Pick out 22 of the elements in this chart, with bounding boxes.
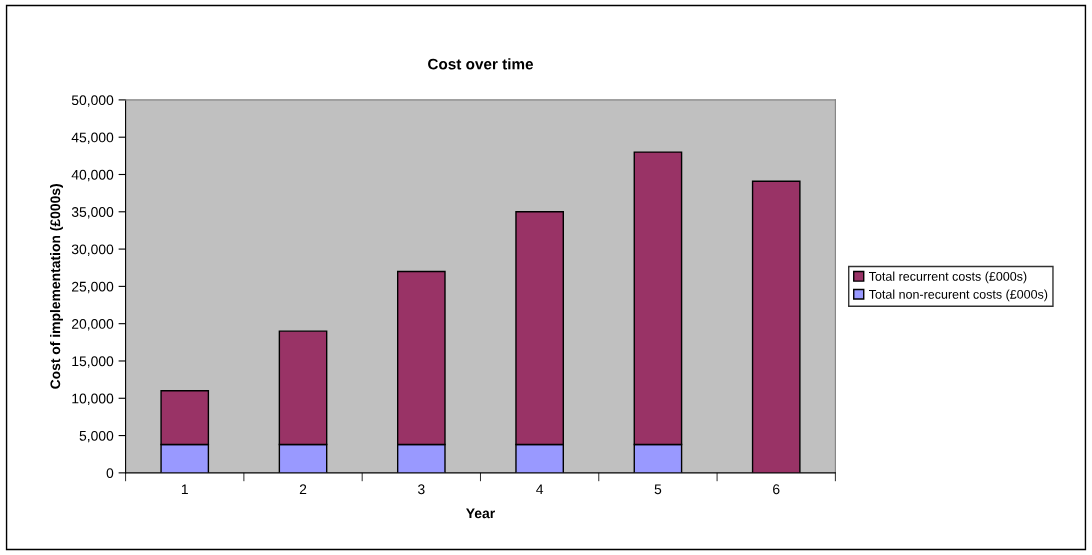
y-tick-label: 20,000 xyxy=(72,319,114,331)
y-tick-label: 45,000 xyxy=(71,132,114,145)
x-tick-label: 6 xyxy=(773,484,780,495)
x-tick-label: 3 xyxy=(418,484,425,495)
y-axis-title: Cost of implementation (£000s) xyxy=(50,184,63,389)
y-tick-label: 30,000 xyxy=(71,244,114,256)
x-axis-title: Year xyxy=(466,508,495,519)
y-tick-label: 40,000 xyxy=(71,169,114,182)
x-tick-label: 1 xyxy=(181,484,188,495)
legend-label: Total recurrent costs (£000s) xyxy=(869,271,1027,284)
x-tick-label: 2 xyxy=(299,484,307,495)
legend-label: Total non-recurent costs (£000s) xyxy=(869,289,1048,302)
y-tick-label: 10,000 xyxy=(72,393,114,406)
x-tick-label: 4 xyxy=(536,484,544,495)
x-tick-label: 5 xyxy=(654,484,662,495)
y-tick-label: 5,000 xyxy=(79,430,114,443)
y-tick-label: 25,000 xyxy=(72,281,114,294)
chart-title: Cost over time xyxy=(428,58,534,70)
y-tick-label: 35,000 xyxy=(71,207,114,219)
y-tick-label: 0 xyxy=(106,468,114,479)
y-tick-label: 15,000 xyxy=(72,356,114,368)
y-tick-label: 50,000 xyxy=(71,95,114,107)
